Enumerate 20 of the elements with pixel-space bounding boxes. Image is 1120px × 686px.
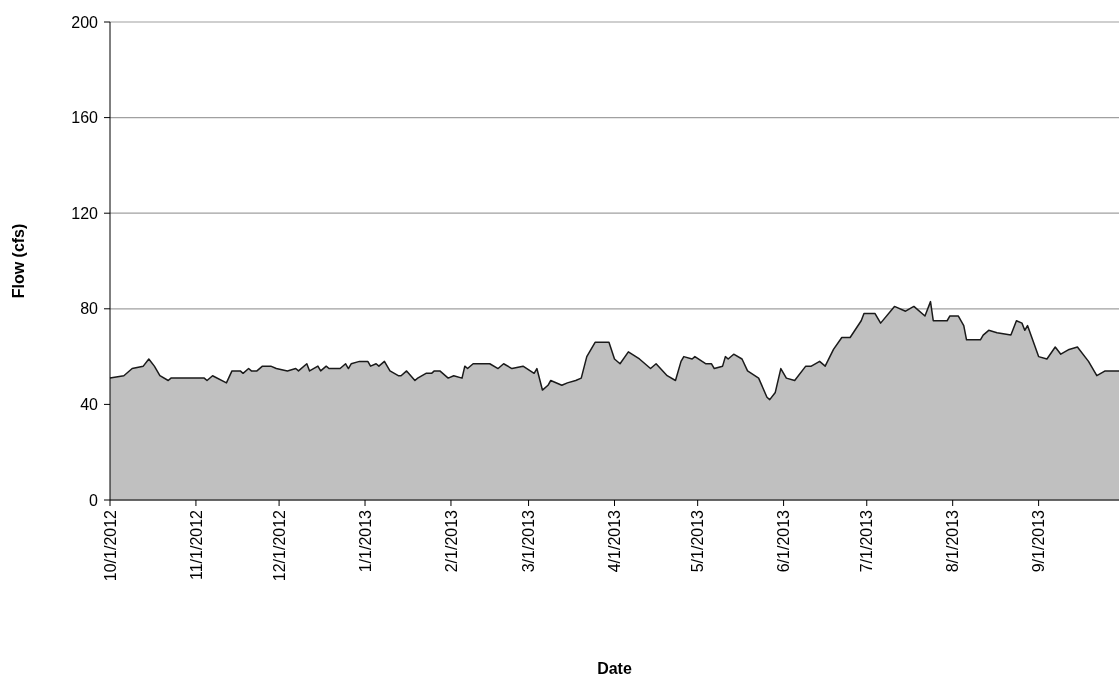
x-tick-label: 3/1/2013 xyxy=(520,509,538,573)
x-tick-label: 7/1/2013 xyxy=(858,509,876,573)
x-tick-label: 8/1/2013 xyxy=(944,509,962,573)
x-tick-label: 4/1/2013 xyxy=(606,509,624,573)
x-tick-label: 6/1/2013 xyxy=(775,509,793,573)
y-tick-label: 80 xyxy=(80,300,99,318)
x-tick-label: 10/1/2012 xyxy=(101,509,119,582)
y-tick-label: 0 xyxy=(89,491,99,509)
x-tick-label: 9/1/2013 xyxy=(1030,509,1048,573)
x-axis-title: Date xyxy=(597,660,632,677)
y-tick-label: 40 xyxy=(80,396,99,413)
x-tick-label: 12/1/2012 xyxy=(270,509,288,582)
x-tick-label: 2/1/2013 xyxy=(442,509,460,573)
y-axis-title: Flow (cfs) xyxy=(10,223,27,299)
y-tick-label: 200 xyxy=(71,13,99,31)
x-tick-label: 1/1/2013 xyxy=(356,509,374,573)
x-tick-label: 11/1/2012 xyxy=(187,509,205,580)
y-tick-label: 160 xyxy=(71,109,99,127)
y-tick-label: 120 xyxy=(71,204,99,222)
x-tick-label: 5/1/2013 xyxy=(689,509,707,573)
